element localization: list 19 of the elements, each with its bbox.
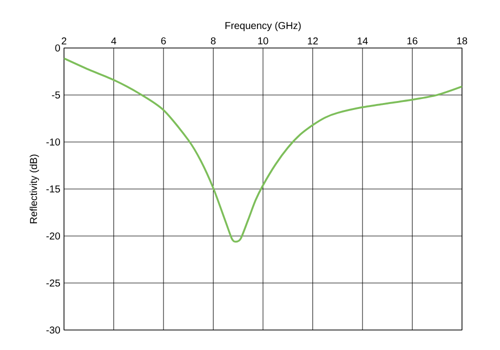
line-series <box>64 57 462 243</box>
y-tick-label: -15 <box>46 186 60 192</box>
x-tick-label: 18 <box>457 37 468 44</box>
x-tick-label: 4 <box>111 38 116 44</box>
y-tick-label: -30 <box>46 326 60 334</box>
x-axis-title: Frequency (GHz) <box>225 22 301 32</box>
x-tick-label: 14 <box>358 38 368 44</box>
y-axis-title: Reflectivity (dB) <box>30 154 40 224</box>
y-tick-label: 0 <box>55 44 60 52</box>
x-tick-label: 12 <box>308 37 318 44</box>
y-tick-label: -10 <box>46 138 60 146</box>
x-tick-label: 16 <box>407 37 418 44</box>
x-tick-label: 2 <box>62 37 66 44</box>
x-tick-label: 8 <box>210 37 216 44</box>
y-tick-label: -25 <box>46 279 60 287</box>
y-tick-label: -5 <box>52 92 60 98</box>
y-tick-label: -20 <box>46 232 60 240</box>
x-tick-label: 6 <box>161 37 166 44</box>
x-tick-label: 10 <box>258 37 268 44</box>
